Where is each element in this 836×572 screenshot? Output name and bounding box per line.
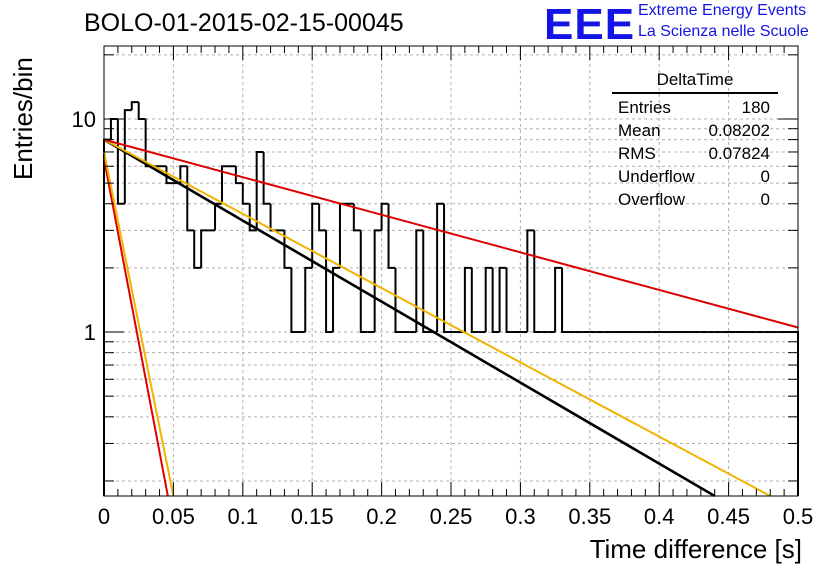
histogram-bin	[491, 267, 500, 334]
histogram-bin	[137, 102, 146, 120]
histogram-bin	[220, 165, 229, 204]
y-tick-label: 10	[72, 107, 96, 132]
stats-value: 0	[760, 190, 770, 209]
histogram-bin	[179, 165, 188, 184]
histogram-bin	[144, 118, 153, 168]
logo-text-line1: Extreme Energy Events	[638, 2, 807, 19]
stats-box: DeltaTime Entries 180 Mean 0.08202 RMS 0…	[612, 70, 778, 211]
stats-label: Overflow	[618, 190, 686, 209]
histogram-bin	[193, 230, 202, 269]
stats-row-rms: RMS 0.07824	[612, 142, 778, 165]
histogram-bin	[505, 267, 514, 334]
histogram-bin	[470, 267, 479, 334]
histogram-bin	[380, 202, 389, 231]
histogram-bin	[318, 203, 327, 232]
fit-line	[103, 138, 716, 498]
stats-row-mean: Mean 0.08202	[612, 119, 778, 142]
histogram-bin	[200, 229, 209, 268]
x-tick-label: 0.5	[783, 504, 814, 529]
histogram-bin	[325, 230, 334, 334]
x-tick-label: 0.35	[568, 504, 611, 529]
histogram-bin	[269, 203, 278, 232]
histogram-bin	[234, 166, 243, 185]
chart-title: BOLO-01-2015-02-15-00045	[84, 9, 404, 37]
histogram-bin	[463, 266, 472, 333]
stats-value: 0.07824	[708, 144, 770, 163]
histogram-bin	[123, 109, 132, 204]
stats-row-entries: Entries 180	[612, 96, 778, 119]
stats-label: RMS	[618, 144, 656, 163]
histogram-bin	[443, 203, 451, 334]
histogram-bin	[533, 230, 542, 334]
histogram-bin	[394, 267, 403, 334]
stats-row-underflow: Underflow 0	[612, 165, 778, 188]
stats-label: Underflow	[618, 167, 695, 186]
histogram-bin	[248, 203, 257, 232]
x-tick-label: 0.2	[366, 504, 397, 529]
x-tick-label: 0.4	[644, 504, 675, 529]
histogram-bin	[373, 229, 382, 333]
fit-line	[103, 151, 175, 497]
stats-label: Entries	[618, 98, 671, 117]
histogram-bin	[130, 101, 139, 111]
histogram-bin	[561, 267, 569, 334]
histogram-bin	[359, 230, 368, 334]
histogram-bin	[338, 202, 347, 268]
histogram-bin	[436, 202, 445, 333]
histogram-bin	[498, 266, 507, 333]
stats-label: Mean	[618, 121, 661, 140]
histogram-bin	[332, 266, 340, 333]
histogram-bin	[311, 202, 320, 268]
axis-ticks	[103, 46, 799, 496]
histogram-bin	[352, 203, 361, 232]
stats-row-overflow: Overflow 0	[612, 188, 778, 211]
x-axis-label: Time difference [s]	[589, 534, 802, 564]
histogram-bin	[109, 117, 118, 140]
x-tick-label: 0.45	[707, 504, 750, 529]
histogram-bin	[255, 150, 264, 231]
histogram-bin	[791, 331, 799, 496]
stats-value: 0	[760, 167, 770, 186]
tick-labels: 0 0.05 0.1 0.15 0.2 0.25 0.3 0.35 0.4 0.45 0.5 1 10	[72, 107, 814, 529]
stats-title: DeltaTime	[612, 70, 778, 94]
y-axis-label: Entries/bin	[8, 57, 38, 180]
x-tick-label: 0.05	[152, 504, 195, 529]
histogram-bin	[526, 229, 535, 333]
histogram-bin	[415, 229, 424, 333]
fit-line	[103, 158, 169, 497]
histogram-bin	[554, 266, 563, 333]
histogram-bin	[304, 266, 313, 333]
histogram-bin	[422, 230, 431, 334]
histogram-bin	[290, 267, 299, 334]
histogram-bin	[116, 118, 125, 205]
fit-line	[103, 138, 799, 329]
stats-value: 180	[741, 98, 770, 117]
histogram-bin	[262, 151, 271, 205]
x-tick-label: 0.25	[430, 504, 473, 529]
histogram-bin	[241, 183, 250, 205]
histogram-bin	[387, 203, 396, 269]
fit-curves	[103, 138, 799, 498]
y-tick-label: 1	[84, 320, 96, 345]
x-tick-label: 0.1	[228, 504, 259, 529]
eee-logo: EEE	[544, 0, 636, 49]
histogram-bin	[186, 166, 195, 232]
x-tick-label: 0	[98, 504, 110, 529]
histogram-bin	[165, 166, 174, 185]
fit-line	[103, 138, 771, 497]
logo-text-line2: La Scienza nelle Scuole	[638, 23, 809, 40]
histogram-bin	[283, 230, 292, 269]
histogram-bin	[484, 266, 493, 333]
x-tick-label: 0.3	[505, 504, 536, 529]
stats-value: 0.08202	[708, 121, 770, 140]
x-tick-label: 0.15	[291, 504, 334, 529]
